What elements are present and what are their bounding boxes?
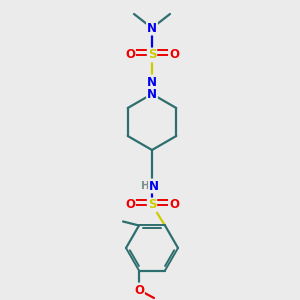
Text: H: H bbox=[141, 181, 149, 191]
Text: N: N bbox=[149, 179, 159, 193]
Text: N: N bbox=[147, 76, 157, 88]
Text: O: O bbox=[125, 49, 135, 62]
Text: N: N bbox=[147, 22, 157, 34]
Text: O: O bbox=[134, 284, 144, 296]
Text: O: O bbox=[169, 49, 179, 62]
Text: O: O bbox=[125, 199, 135, 212]
Text: S: S bbox=[148, 49, 156, 62]
Text: N: N bbox=[147, 88, 157, 100]
Text: S: S bbox=[148, 199, 156, 212]
Text: O: O bbox=[169, 199, 179, 212]
